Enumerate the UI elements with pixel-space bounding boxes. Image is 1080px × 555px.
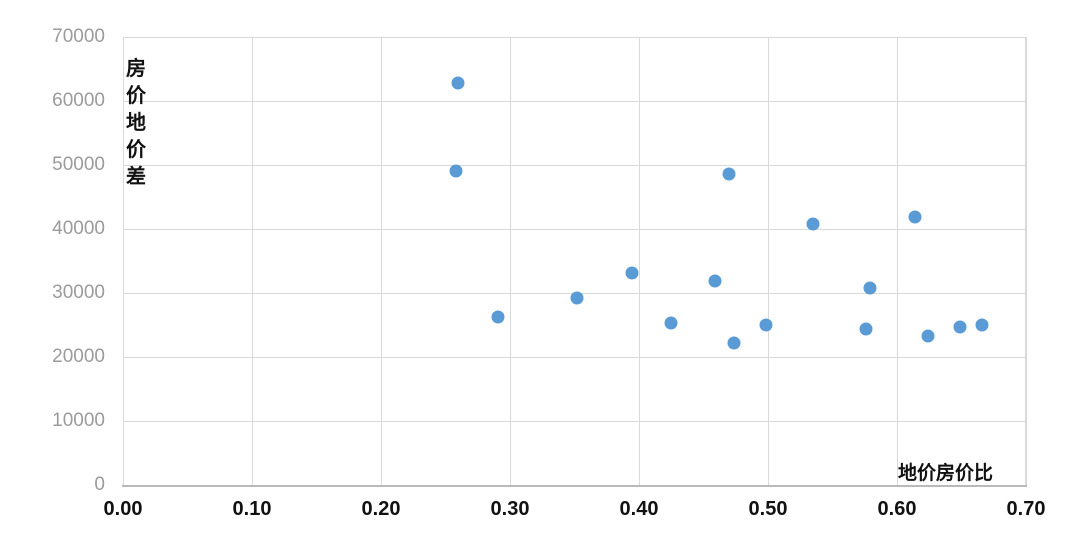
y-axis-title-char: 差 bbox=[126, 166, 146, 188]
y-tick-label: 50000 bbox=[52, 154, 105, 175]
y-axis-title-char: 房 bbox=[126, 58, 146, 80]
horizontal-gridline bbox=[124, 421, 1027, 422]
y-tick-label: 10000 bbox=[52, 410, 105, 431]
x-tick-label: 0.70 bbox=[1006, 498, 1046, 520]
data-point bbox=[625, 266, 639, 280]
data-point bbox=[859, 322, 873, 336]
plot-area bbox=[123, 37, 1027, 486]
vertical-gridline bbox=[897, 38, 898, 486]
x-tick-label: 0.60 bbox=[877, 498, 917, 520]
x-tick-label: 0.20 bbox=[361, 498, 401, 520]
data-point bbox=[727, 336, 741, 350]
horizontal-gridline bbox=[124, 37, 1027, 38]
data-point bbox=[451, 76, 465, 90]
data-point bbox=[806, 217, 820, 231]
data-point bbox=[449, 164, 463, 178]
data-point bbox=[908, 210, 922, 224]
x-tick-label: 0.10 bbox=[232, 498, 272, 520]
data-point bbox=[722, 167, 736, 181]
horizontal-gridline bbox=[124, 165, 1027, 166]
data-point bbox=[863, 281, 877, 295]
horizontal-gridline bbox=[124, 229, 1027, 230]
vertical-gridline bbox=[768, 38, 769, 486]
y-tick-label: 30000 bbox=[52, 282, 105, 303]
y-tick-label: 40000 bbox=[52, 218, 105, 239]
x-axis-title: 地价房价比 bbox=[897, 463, 993, 484]
y-axis-title-char: 地 bbox=[126, 112, 146, 134]
x-tick-label: 0.40 bbox=[619, 498, 659, 520]
data-point bbox=[491, 310, 505, 324]
data-point bbox=[921, 329, 935, 343]
horizontal-gridline bbox=[124, 101, 1027, 102]
x-tick-label: 0.50 bbox=[748, 498, 788, 520]
y-axis-title: 房价地价差 bbox=[126, 56, 150, 191]
vertical-gridline bbox=[510, 38, 511, 486]
y-tick-label: 60000 bbox=[52, 90, 105, 111]
vertical-gridline bbox=[252, 38, 253, 486]
y-tick-label: 70000 bbox=[52, 26, 105, 47]
x-tick-label: 0.30 bbox=[490, 498, 530, 520]
x-tick-label: 0.00 bbox=[103, 498, 143, 520]
data-point bbox=[664, 316, 678, 330]
data-point bbox=[953, 320, 967, 334]
y-axis-title-char: 价 bbox=[126, 85, 146, 107]
data-point bbox=[570, 291, 584, 305]
data-point bbox=[975, 318, 989, 332]
vertical-gridline bbox=[1026, 38, 1027, 486]
data-point bbox=[759, 318, 773, 332]
x-axis-line bbox=[122, 485, 1027, 487]
vertical-gridline bbox=[381, 38, 382, 486]
horizontal-gridline bbox=[124, 357, 1027, 358]
y-tick-label: 0 bbox=[94, 474, 105, 495]
data-point bbox=[708, 274, 722, 288]
y-tick-label: 20000 bbox=[52, 346, 105, 367]
y-axis-title-char: 价 bbox=[126, 139, 146, 161]
vertical-gridline bbox=[639, 38, 640, 486]
